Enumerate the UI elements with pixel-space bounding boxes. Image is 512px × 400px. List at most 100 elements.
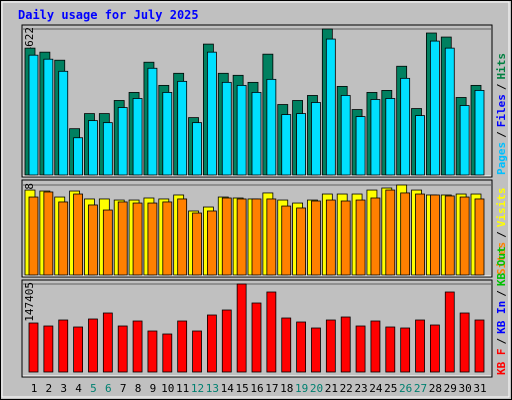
bar (355, 199, 366, 276)
legend-separator: / (495, 231, 508, 238)
bar (325, 199, 336, 276)
bar (370, 99, 381, 176)
bar (147, 202, 158, 276)
bar (206, 51, 217, 176)
legend-entry: KB In (495, 301, 508, 334)
legend-entry: Hits (495, 53, 508, 80)
legend-separator: / (495, 131, 508, 138)
x-tick-label: 14 (221, 382, 235, 395)
bar (192, 122, 202, 176)
bar (221, 197, 232, 276)
x-tick-label: 21 (325, 382, 338, 395)
bar (88, 120, 98, 176)
bar (296, 113, 307, 176)
x-tick-label: 1 (31, 382, 38, 395)
x-tick-label: 23 (354, 382, 367, 395)
bar (415, 319, 425, 373)
x-tick-label: 25 (384, 382, 397, 395)
bar (370, 320, 381, 373)
bar (132, 202, 143, 276)
legend: Sites / Visits (495, 188, 508, 276)
x-tick-label: 18 (280, 382, 293, 395)
bar (162, 333, 173, 373)
bar (385, 189, 396, 276)
x-tick-label: 27 (414, 382, 427, 395)
bar (251, 198, 262, 276)
x-tick-label: 7 (120, 382, 127, 395)
bar (444, 47, 455, 176)
bar (311, 102, 321, 176)
bar (355, 116, 366, 176)
bar (400, 327, 411, 373)
x-tick-label: 2 (46, 382, 53, 395)
legend-entry: Files (495, 94, 508, 127)
bar (132, 320, 143, 373)
bar (429, 40, 440, 176)
legend-separator: / (495, 290, 508, 297)
bar (325, 38, 336, 176)
bar (459, 312, 470, 373)
legend-entry: Sites (495, 242, 508, 275)
x-tick-label: 5 (90, 382, 97, 395)
x-tick-label: 4 (75, 382, 82, 395)
x-tick-label: 8 (135, 382, 142, 395)
x-tick-label: 22 (340, 382, 353, 395)
bar (340, 316, 351, 373)
bar (385, 326, 396, 373)
bar (340, 200, 351, 276)
bar (400, 77, 411, 176)
bar (296, 321, 307, 373)
x-tick-label: 9 (150, 382, 157, 395)
bar (162, 92, 173, 176)
bar (28, 322, 39, 373)
bar (162, 201, 173, 276)
bar (236, 84, 247, 176)
legend: Pages / Files / Hits (495, 53, 508, 175)
bar (429, 194, 440, 276)
bar (221, 309, 232, 373)
y-tick-label: 147405 (23, 282, 36, 322)
bar (58, 70, 69, 176)
bar (206, 314, 217, 373)
chart-title: Daily usage for July 2025 (18, 8, 199, 22)
x-tick-label: 3 (60, 382, 67, 395)
bar (206, 210, 217, 276)
bar (355, 325, 366, 373)
bar (281, 114, 292, 176)
bar (474, 198, 485, 276)
bar (444, 195, 455, 276)
bar (58, 319, 69, 373)
x-tick-label: 12 (191, 382, 204, 395)
bar (43, 325, 54, 373)
bar (296, 207, 307, 276)
bar (400, 192, 411, 276)
bar (192, 330, 202, 373)
bar (340, 95, 351, 176)
bar (444, 291, 455, 373)
bar (117, 201, 128, 276)
x-tick-label: 15 (236, 382, 249, 395)
bar (88, 318, 98, 373)
legend-entry: KB F (495, 349, 508, 376)
x-tick-label: 19 (295, 382, 308, 395)
bar (43, 191, 54, 276)
x-tick-label: 28 (429, 382, 442, 395)
bar (147, 67, 158, 176)
x-tick-label: 20 (310, 382, 323, 395)
bar (192, 212, 202, 276)
bar (385, 98, 396, 176)
bar (281, 317, 292, 373)
bar (236, 283, 247, 373)
bar (415, 115, 425, 176)
legend-entry: Visits (495, 188, 508, 228)
bar (88, 204, 98, 276)
x-tick-label: 26 (399, 382, 412, 395)
legend-entry: KB Out (495, 246, 508, 286)
bar (251, 92, 262, 176)
bar (266, 291, 277, 373)
bar (459, 105, 470, 176)
bar (459, 196, 470, 276)
bar (221, 81, 232, 176)
bar (311, 327, 321, 373)
bar (102, 122, 113, 176)
